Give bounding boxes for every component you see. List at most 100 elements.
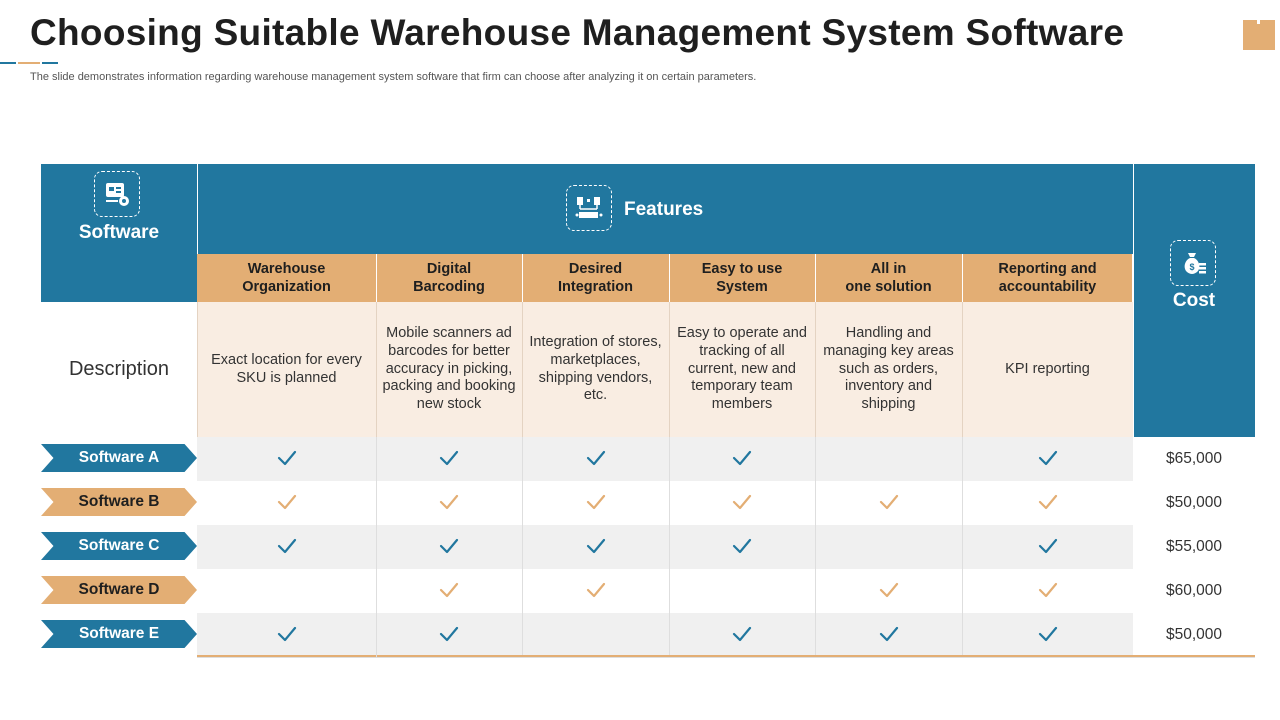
cost-value: $55,000 xyxy=(1133,525,1255,569)
software-tag: Software D xyxy=(41,576,197,604)
checkmark-icon xyxy=(1038,625,1058,643)
checkmark-icon xyxy=(879,493,899,511)
description-row-label: Description xyxy=(68,358,170,380)
software-divider xyxy=(197,164,198,302)
flowchart-icon xyxy=(566,185,612,231)
table-row xyxy=(197,569,1255,613)
checkmark-icon xyxy=(586,493,606,511)
page-title: Choosing Suitable Warehouse Management S… xyxy=(30,12,1125,53)
column-divider xyxy=(522,302,523,437)
column-divider xyxy=(962,302,963,437)
table-row xyxy=(197,437,1255,481)
feature-description: KPI reporting xyxy=(962,302,1133,437)
checkmark-icon xyxy=(732,493,752,511)
column-divider xyxy=(815,525,816,569)
column-divider xyxy=(376,254,377,302)
column-divider xyxy=(815,569,816,613)
cost-value: $50,000 xyxy=(1133,613,1255,657)
checkmark-icon xyxy=(439,625,459,643)
checkmark-icon xyxy=(1038,581,1058,599)
column-divider xyxy=(522,569,523,613)
svg-text:$: $ xyxy=(1189,262,1194,272)
features-header-label: Features xyxy=(624,199,704,220)
cost-header-cell xyxy=(1133,164,1255,437)
cost-header-label: Cost xyxy=(1172,290,1216,311)
software-tag: Software C xyxy=(41,532,197,560)
checkmark-icon xyxy=(879,625,899,643)
cost-value: $50,000 xyxy=(1133,481,1255,525)
column-divider xyxy=(669,481,670,525)
column-divider xyxy=(669,302,670,437)
cost-value: $60,000 xyxy=(1133,569,1255,613)
checkmark-icon xyxy=(586,449,606,467)
column-divider xyxy=(815,613,816,657)
software-header-label: Software xyxy=(78,222,160,243)
column-divider xyxy=(522,254,523,302)
column-divider xyxy=(669,437,670,481)
row-divider xyxy=(197,657,1255,658)
column-divider xyxy=(815,437,816,481)
table-bottom-rule xyxy=(197,655,1255,657)
feature-column-header: Warehouse Organization xyxy=(197,254,376,302)
software-tag: Software A xyxy=(41,444,197,472)
column-divider xyxy=(522,481,523,525)
column-divider xyxy=(376,302,377,437)
cost-value: $65,000 xyxy=(1133,437,1255,481)
feature-description: Integration of stores, marketplaces, shi… xyxy=(522,302,669,437)
cost-divider xyxy=(1133,164,1134,437)
money-bag-icon: $ xyxy=(1170,240,1216,286)
column-divider xyxy=(962,481,963,525)
checkmark-icon xyxy=(277,537,297,555)
software-tag: Software B xyxy=(41,488,197,516)
column-divider xyxy=(669,613,670,657)
column-divider xyxy=(376,437,377,657)
table-row xyxy=(197,613,1255,657)
title-underline xyxy=(0,62,58,64)
checkmark-icon xyxy=(277,493,297,511)
checkmark-icon xyxy=(439,449,459,467)
column-divider xyxy=(669,525,670,569)
checkmark-icon xyxy=(439,493,459,511)
column-divider xyxy=(962,613,963,657)
feature-description: Handling and managing key areas such as … xyxy=(815,302,962,437)
column-divider xyxy=(522,525,523,569)
column-divider xyxy=(522,437,523,481)
feature-column-header: Desired Integration xyxy=(522,254,669,302)
software-tag: Software E xyxy=(41,620,197,648)
column-divider xyxy=(815,481,816,525)
checkmark-icon xyxy=(1038,449,1058,467)
checkmark-icon xyxy=(732,537,752,555)
feature-description: Mobile scanners ad barcodes for better a… xyxy=(376,302,522,437)
column-divider xyxy=(1132,254,1133,302)
column-divider xyxy=(962,569,963,613)
checkmark-icon xyxy=(277,625,297,643)
corner-decoration xyxy=(1243,20,1275,50)
feature-description: Easy to operate and tracking of all curr… xyxy=(669,302,815,437)
feature-column-header: Easy to use System xyxy=(669,254,815,302)
feature-column-header: All in one solution xyxy=(815,254,962,302)
column-divider xyxy=(815,254,816,302)
column-divider xyxy=(815,302,816,437)
checkmark-icon xyxy=(732,625,752,643)
column-divider xyxy=(962,437,963,481)
column-divider xyxy=(522,613,523,657)
column-divider xyxy=(962,525,963,569)
page-subtitle: The slide demonstrates information regar… xyxy=(30,71,757,83)
checkmark-icon xyxy=(879,581,899,599)
software-box-icon xyxy=(94,171,140,217)
column-divider xyxy=(669,254,670,302)
column-divider xyxy=(962,254,963,302)
checkmark-icon xyxy=(1038,537,1058,555)
checkmark-icon xyxy=(1038,493,1058,511)
table-row xyxy=(197,481,1255,525)
checkmark-icon xyxy=(439,537,459,555)
checkmark-icon xyxy=(439,581,459,599)
feature-description: Exact location for every SKU is planned xyxy=(197,302,376,437)
column-divider xyxy=(197,302,198,437)
features-header-cell xyxy=(197,164,1133,254)
table-row xyxy=(197,525,1255,569)
checkmark-icon xyxy=(586,581,606,599)
column-divider xyxy=(669,569,670,613)
checkmark-icon xyxy=(586,537,606,555)
feature-column-header: Reporting and accountability xyxy=(962,254,1133,302)
